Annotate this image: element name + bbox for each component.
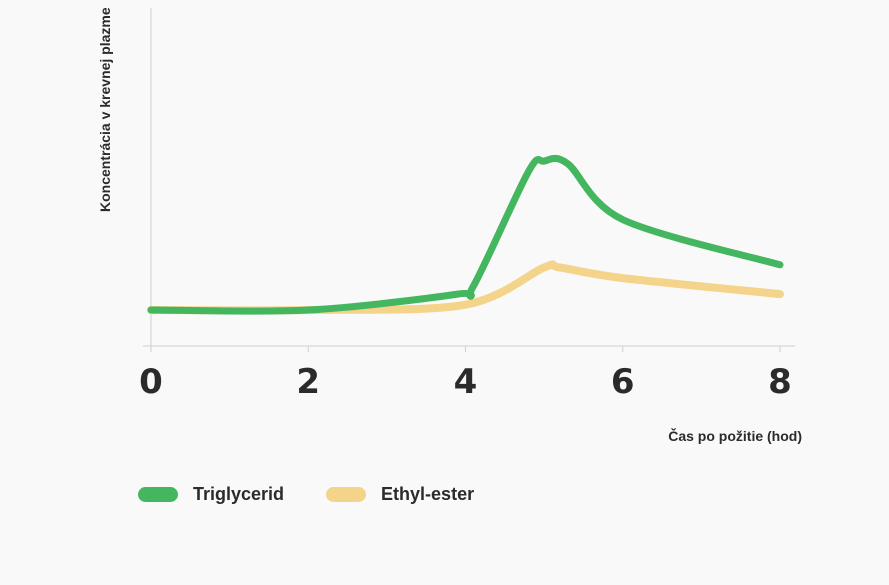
series-line-ethyl-ester (147, 260, 784, 315)
x-tick-label-8: 8 (768, 362, 792, 402)
series-lines (147, 154, 784, 315)
x-tick-label-6: 6 (611, 362, 635, 402)
legend: Triglycerid Ethyl-ester (138, 484, 516, 505)
x-axis-ticks: 0 2 4 6 8 (139, 346, 792, 402)
x-tick-label-0: 0 (139, 362, 163, 402)
x-tick-label-2: 2 (296, 362, 320, 402)
legend-swatch-triglycerid (138, 487, 178, 502)
x-axis-title: Čas po požitie (hod) (668, 427, 802, 444)
legend-item-triglycerid: Triglycerid (138, 484, 284, 505)
y-axis-title: Koncentrácia v krevnej plazme (97, 7, 113, 212)
legend-label-ethyl-ester: Ethyl-ester (381, 484, 475, 504)
legend-label-triglycerid: Triglycerid (193, 484, 285, 504)
legend-swatch-ethyl-ester (326, 487, 367, 502)
legend-item-ethyl-ester: Ethyl-ester (326, 484, 474, 505)
x-tick-label-4: 4 (454, 362, 478, 402)
series-line-triglycerid (147, 154, 784, 315)
